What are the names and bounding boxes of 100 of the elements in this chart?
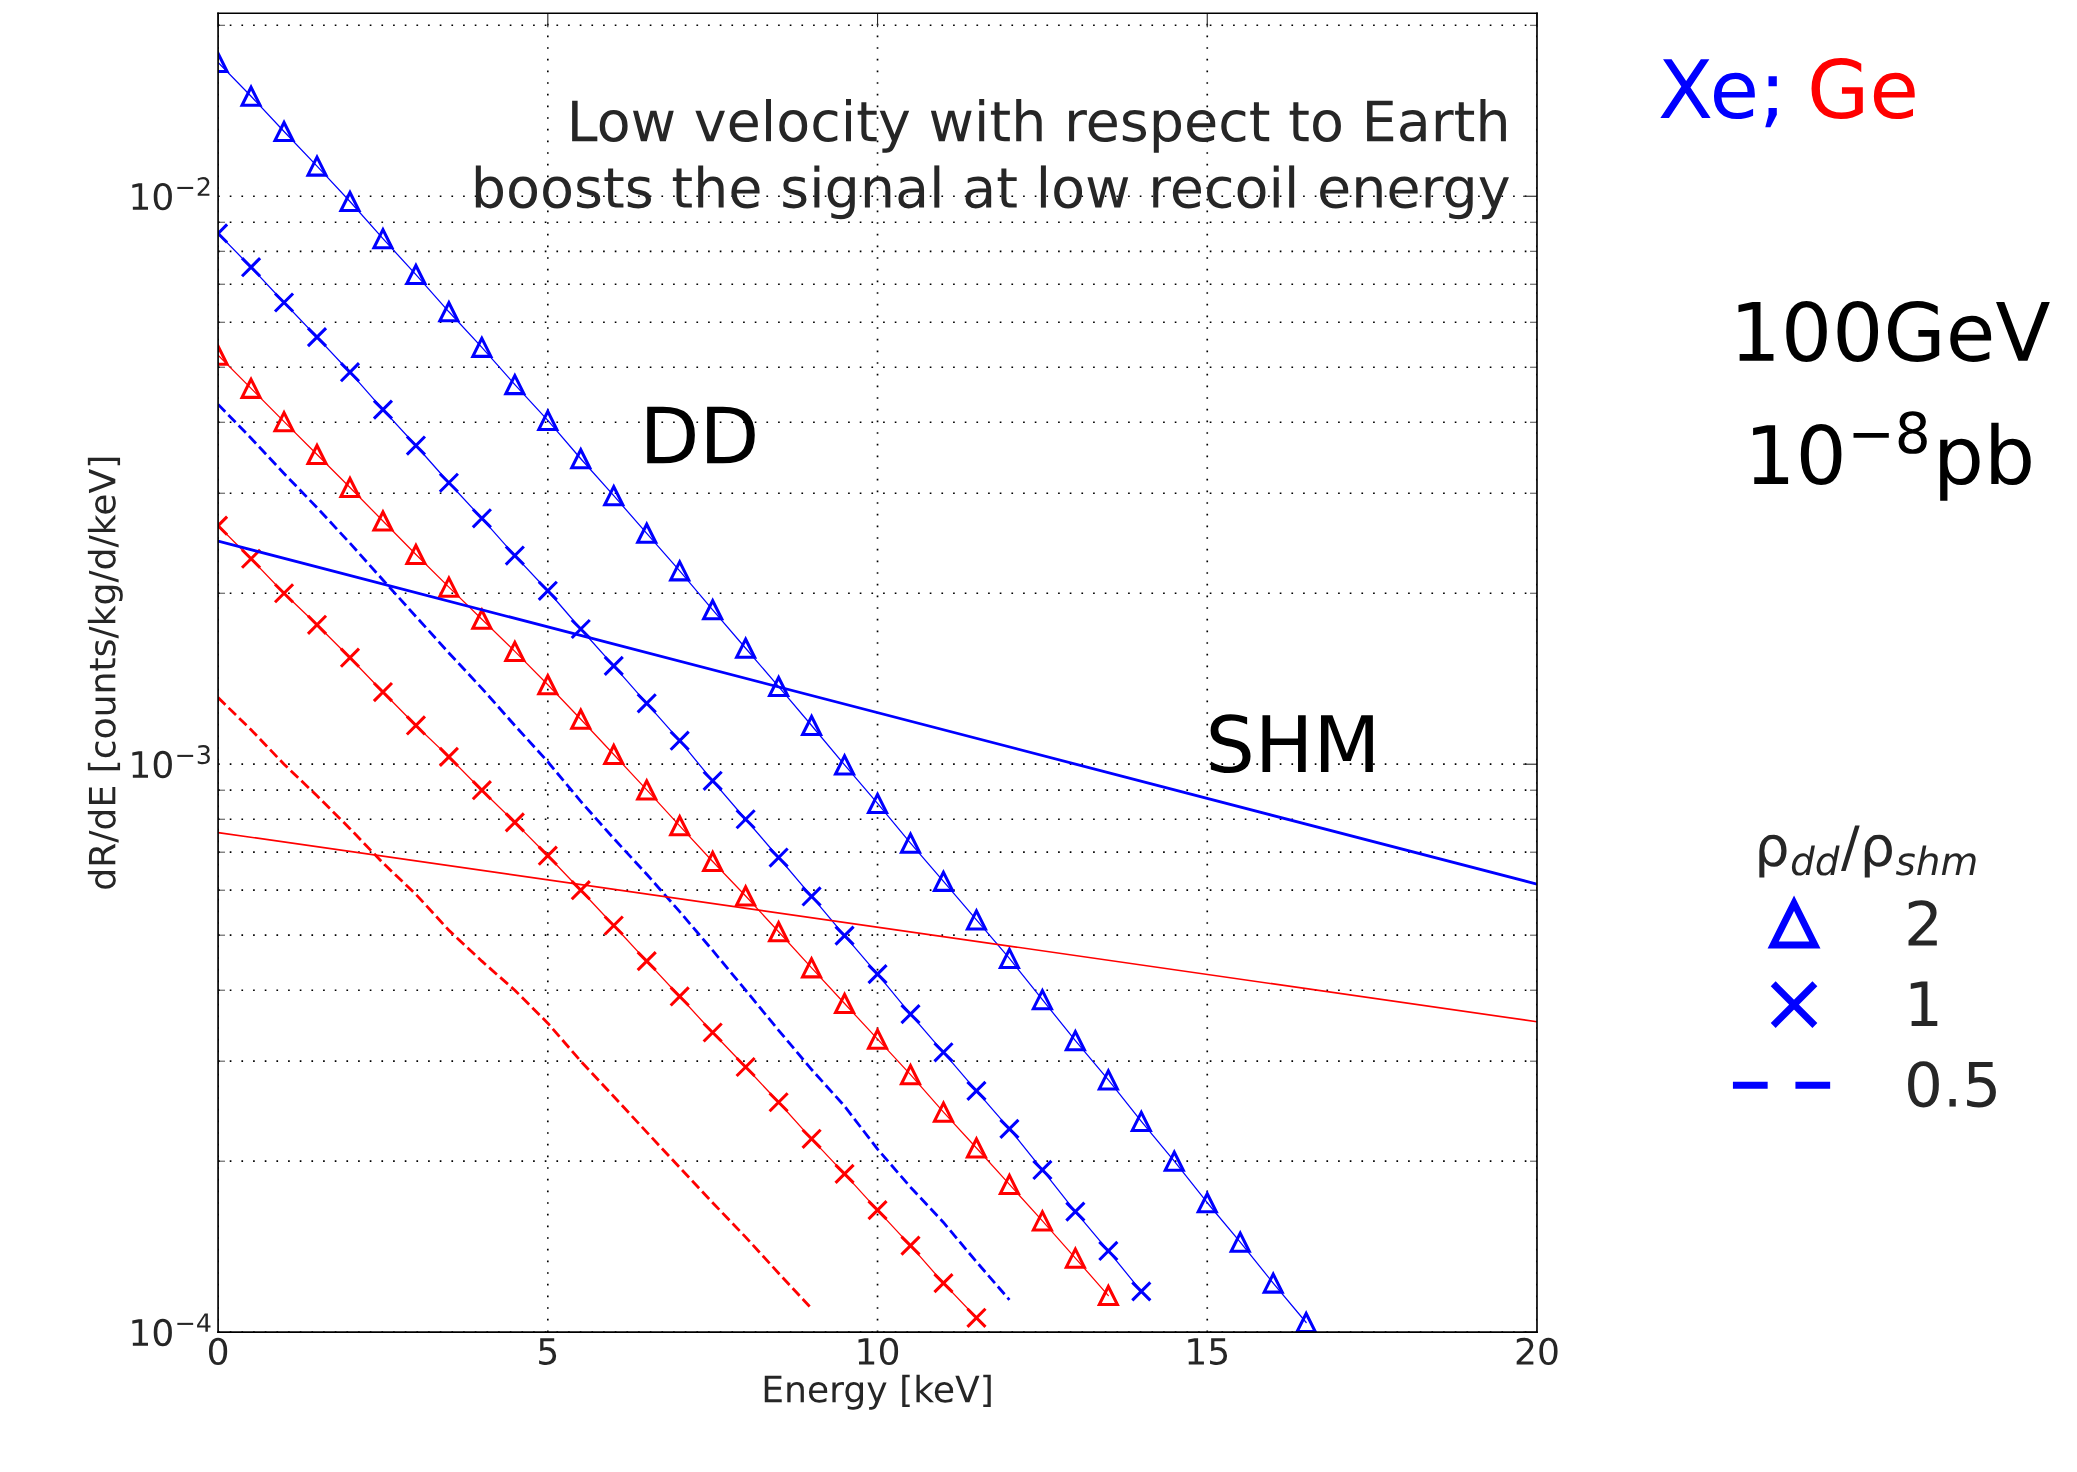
point [998, 1173, 1020, 1196]
point [801, 885, 823, 908]
point [965, 1080, 988, 1102]
point [834, 925, 856, 947]
x-tick-label: 5 [539, 1338, 557, 1365]
point [273, 291, 295, 314]
x-tick-label: 20 [1516, 1337, 1558, 1365]
point [405, 434, 427, 457]
point [372, 510, 394, 532]
point [834, 1163, 856, 1185]
text: Xe; [1660, 59, 1777, 128]
point [504, 811, 526, 833]
point [1295, 1311, 1317, 1333]
point [1228, 1229, 1252, 1253]
point [339, 361, 361, 383]
text: 10$^{−8}$pb [1753, 411, 2031, 501]
point [372, 681, 394, 703]
point [1097, 1069, 1119, 1091]
point [669, 560, 691, 582]
point [504, 640, 526, 662]
point [537, 845, 559, 867]
point [735, 808, 757, 830]
point [570, 618, 592, 640]
point [405, 264, 427, 286]
point [899, 1003, 922, 1025]
point [372, 399, 394, 421]
point [1130, 1280, 1152, 1302]
legend-label: 1 [1910, 981, 1938, 1027]
annotation: SHM [1210, 714, 1373, 774]
point [537, 409, 559, 431]
point [635, 520, 659, 544]
x-tick-label: 0 [208, 1337, 228, 1365]
point [569, 706, 593, 730]
point [965, 1307, 988, 1329]
point [834, 992, 856, 1015]
point [866, 963, 889, 985]
point [801, 957, 823, 979]
point [1196, 1192, 1218, 1214]
point [405, 714, 427, 737]
y-tick-label: 10$^{−2}$ [132, 177, 210, 211]
point [801, 714, 823, 737]
point [801, 1128, 823, 1150]
point [735, 885, 757, 907]
point [636, 779, 658, 801]
point [1162, 1148, 1186, 1172]
annotation: DD [647, 406, 755, 464]
point [306, 326, 328, 348]
point [636, 692, 658, 714]
point [866, 792, 889, 814]
point [603, 485, 625, 507]
point [306, 155, 328, 177]
point [306, 443, 328, 466]
point [273, 411, 295, 433]
point [734, 635, 757, 659]
point [636, 950, 658, 972]
point [669, 730, 691, 752]
point [998, 1118, 1020, 1140]
x-tick-label: 15 [1188, 1338, 1228, 1365]
point [965, 909, 988, 931]
point [735, 1056, 757, 1078]
point [240, 256, 262, 278]
point [1031, 1159, 1053, 1181]
x-axis-title: Energy [keV] [764, 1374, 991, 1410]
point [932, 1041, 955, 1063]
point [438, 472, 460, 494]
point [471, 336, 493, 358]
point [1097, 1284, 1119, 1307]
legend-label: 0.5 [1908, 1061, 1996, 1108]
point [438, 746, 460, 768]
point [603, 914, 625, 937]
point [702, 850, 724, 873]
point [1031, 1210, 1053, 1232]
point [1031, 989, 1053, 1011]
annotation: Low velocity with respect to Earth boosts the signal at low recoil energy [475, 98, 1509, 220]
point [1064, 1030, 1086, 1052]
point [504, 545, 526, 567]
point [768, 921, 790, 943]
point [899, 830, 922, 854]
point [504, 374, 526, 396]
text: Ge [1811, 58, 1915, 120]
point [768, 676, 790, 698]
point [1064, 1201, 1086, 1223]
point [702, 599, 724, 621]
point [702, 1021, 724, 1044]
point [866, 1199, 889, 1221]
point [965, 1137, 988, 1159]
point [405, 543, 427, 566]
point [669, 815, 691, 837]
text: 100GeV [1738, 301, 2050, 362]
point [570, 879, 592, 901]
point [273, 582, 295, 604]
point [537, 674, 559, 696]
point [372, 228, 394, 250]
point [932, 1099, 955, 1123]
legend-label: 2 [1908, 900, 1937, 946]
point [471, 507, 493, 529]
y-axis-title: dR/dE [counts/kg/d/keV] [87, 457, 123, 889]
point [240, 377, 262, 399]
point [273, 120, 295, 143]
point [438, 301, 460, 323]
